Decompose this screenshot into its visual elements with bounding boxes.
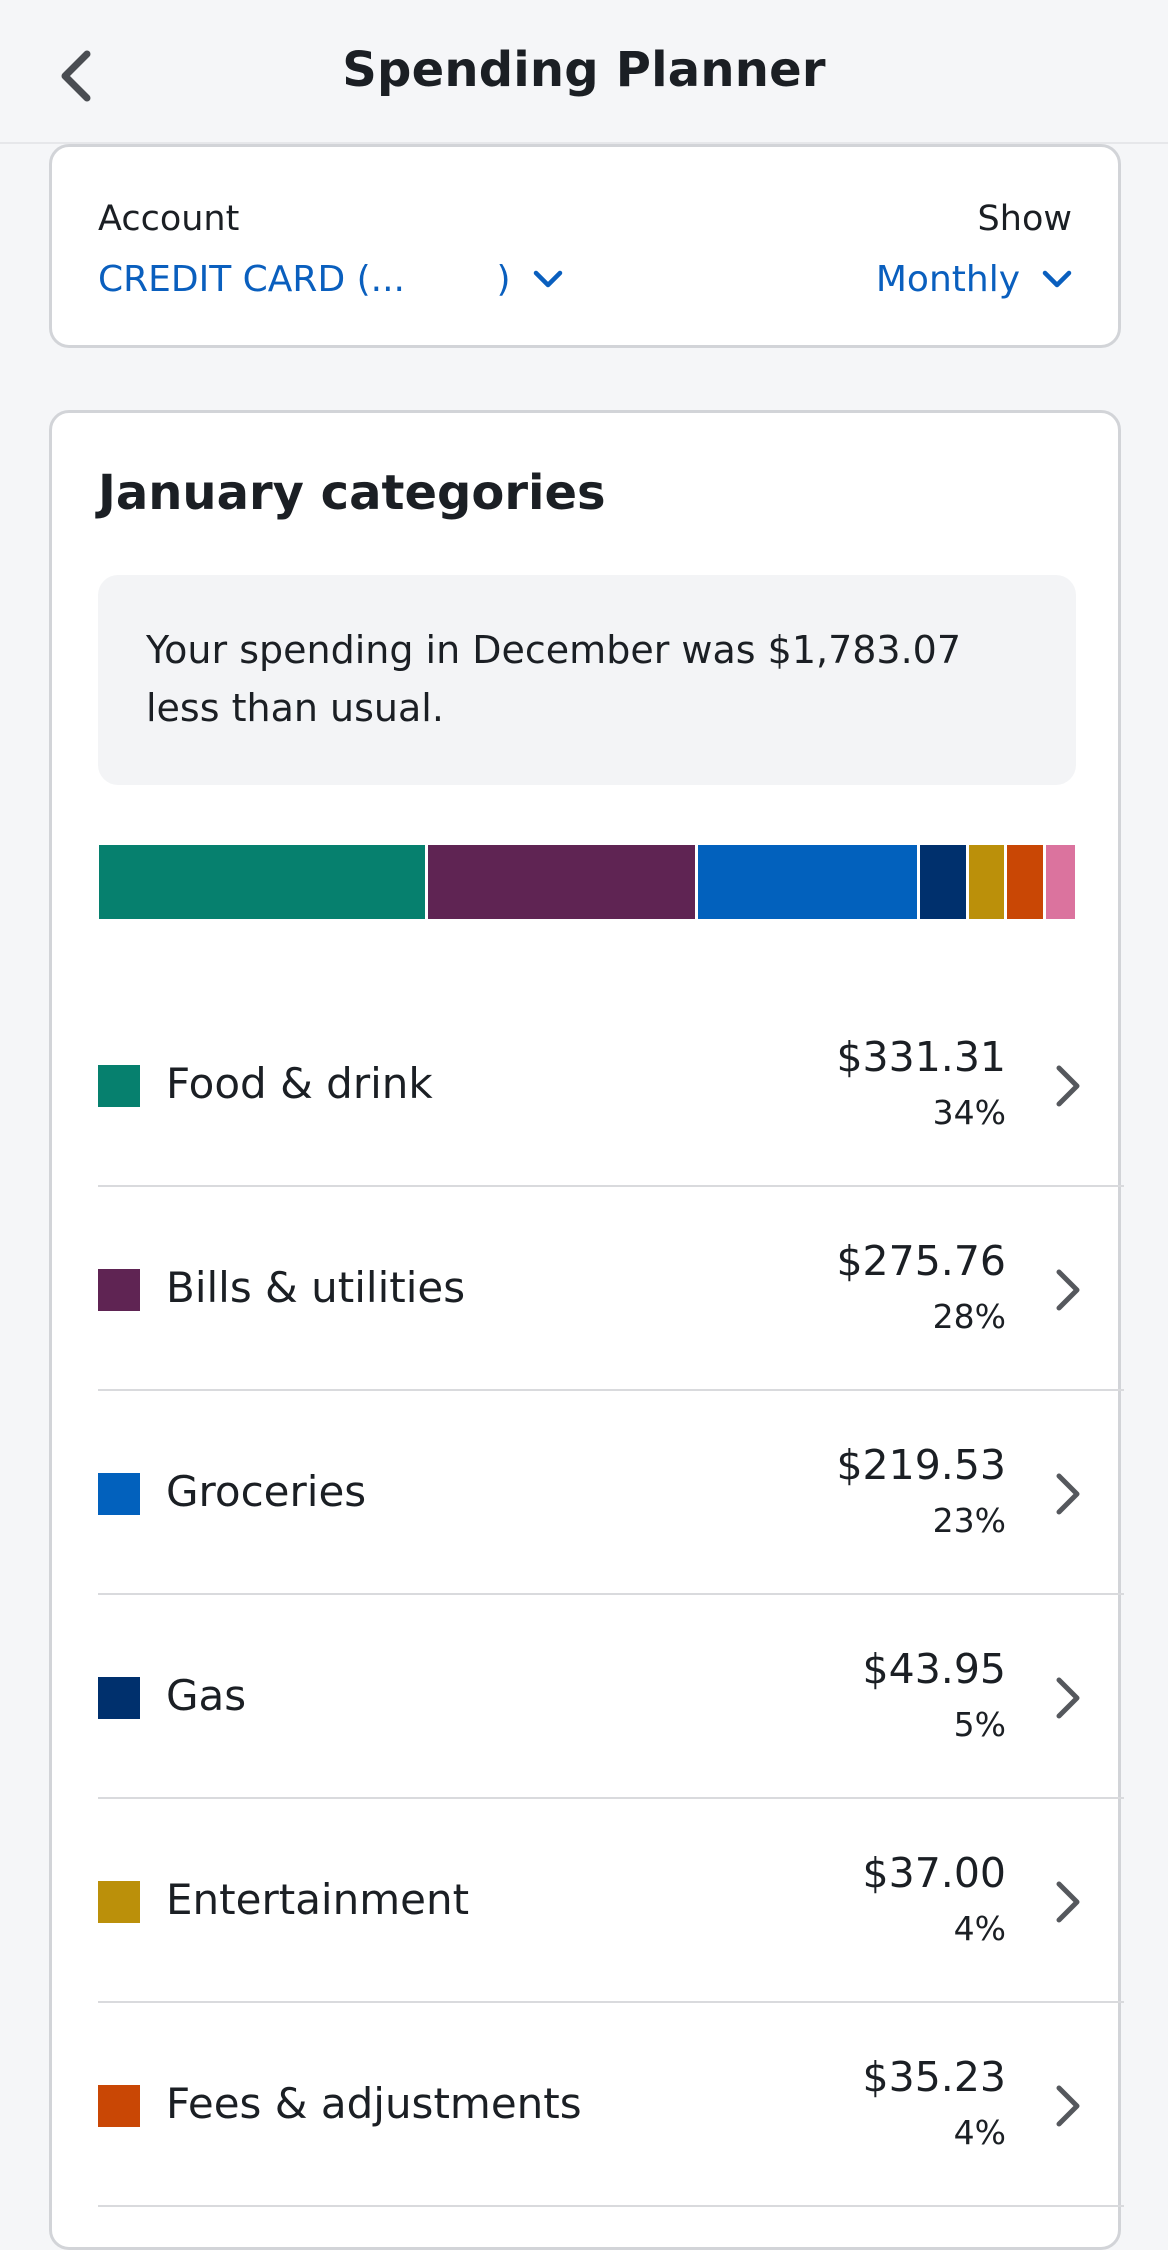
category-swatch	[98, 2085, 140, 2127]
category-name: Fees & adjustments	[166, 2079, 582, 2128]
filter-card: Account CREDIT CARD (... ) Show Monthly	[49, 144, 1121, 348]
page-title: Spending Planner	[342, 42, 826, 98]
category-name: Entertainment	[166, 1875, 470, 1924]
category-amount: $37.00	[862, 1849, 1006, 1897]
bar-segment	[1007, 845, 1046, 919]
category-amount: $275.76	[836, 1237, 1006, 1285]
category-swatch	[98, 1269, 140, 1311]
period-value: Monthly	[875, 259, 1020, 300]
category-row[interactable]: Food & drink $331.31 34%	[98, 983, 1124, 1187]
category-stacked-bar	[99, 845, 1075, 919]
chevron-left-icon	[61, 50, 91, 102]
categories-card: January categories Your spending in Dece…	[49, 410, 1124, 2250]
categories-title: January categories	[98, 465, 606, 521]
category-amount: $43.95	[862, 1645, 1006, 1693]
category-name: Food & drink	[166, 1059, 433, 1108]
chevron-down-icon	[533, 270, 563, 290]
chevron-right-icon	[1048, 1877, 1088, 1927]
account-label: Account	[98, 199, 240, 239]
period-selector[interactable]: Monthly	[876, 259, 1072, 300]
category-name: Groceries	[166, 1467, 367, 1516]
category-percent: 4%	[953, 2113, 1006, 2152]
spending-insight: Your spending in December was $1,783.07 …	[98, 575, 1076, 785]
chevron-right-icon	[1048, 2081, 1088, 2131]
account-selector[interactable]: CREDIT CARD (... )	[98, 259, 563, 300]
category-swatch	[98, 1881, 140, 1923]
category-row[interactable]: Gas $43.95 5%	[98, 1595, 1124, 1799]
bar-segment	[968, 845, 1008, 919]
category-percent: 5%	[953, 1705, 1006, 1744]
category-amount: $35.23	[862, 2053, 1006, 2101]
show-label: Show	[977, 199, 1072, 239]
bar-segment	[698, 845, 921, 919]
chevron-right-icon	[1048, 1265, 1088, 1315]
category-percent: 4%	[953, 1909, 1006, 1948]
category-row[interactable]: Entertainment $37.00 4%	[98, 1799, 1124, 2003]
category-swatch	[98, 1473, 140, 1515]
category-list: Food & drink $331.31 34% Bills & utilities $…	[98, 983, 1124, 2207]
chevron-right-icon	[1048, 1061, 1088, 1111]
category-percent: 23%	[932, 1501, 1006, 1540]
category-percent: 34%	[932, 1093, 1006, 1132]
category-swatch	[98, 1677, 140, 1719]
chevron-down-icon	[1042, 270, 1072, 290]
bar-segment	[99, 845, 428, 919]
chevron-right-icon	[1048, 1469, 1088, 1519]
category-row[interactable]: Groceries $219.53 23%	[98, 1391, 1124, 1595]
category-row[interactable]: Bills & utilities $275.76 28%	[98, 1187, 1124, 1391]
category-swatch	[98, 1065, 140, 1107]
bar-segment	[1045, 845, 1075, 919]
category-amount: $331.31	[836, 1033, 1006, 1081]
account-value: CREDIT CARD (... )	[98, 259, 511, 300]
app-header: Spending Planner	[0, 0, 1168, 144]
category-name: Gas	[166, 1671, 247, 1720]
category-amount: $219.53	[836, 1441, 1006, 1489]
category-row[interactable]: Fees & adjustments $35.23 4%	[98, 2003, 1124, 2207]
bar-segment	[427, 845, 699, 919]
back-button[interactable]	[40, 36, 110, 116]
bar-segment	[920, 845, 969, 919]
chevron-right-icon	[1048, 1673, 1088, 1723]
category-percent: 28%	[932, 1297, 1006, 1336]
category-name: Bills & utilities	[166, 1263, 466, 1312]
